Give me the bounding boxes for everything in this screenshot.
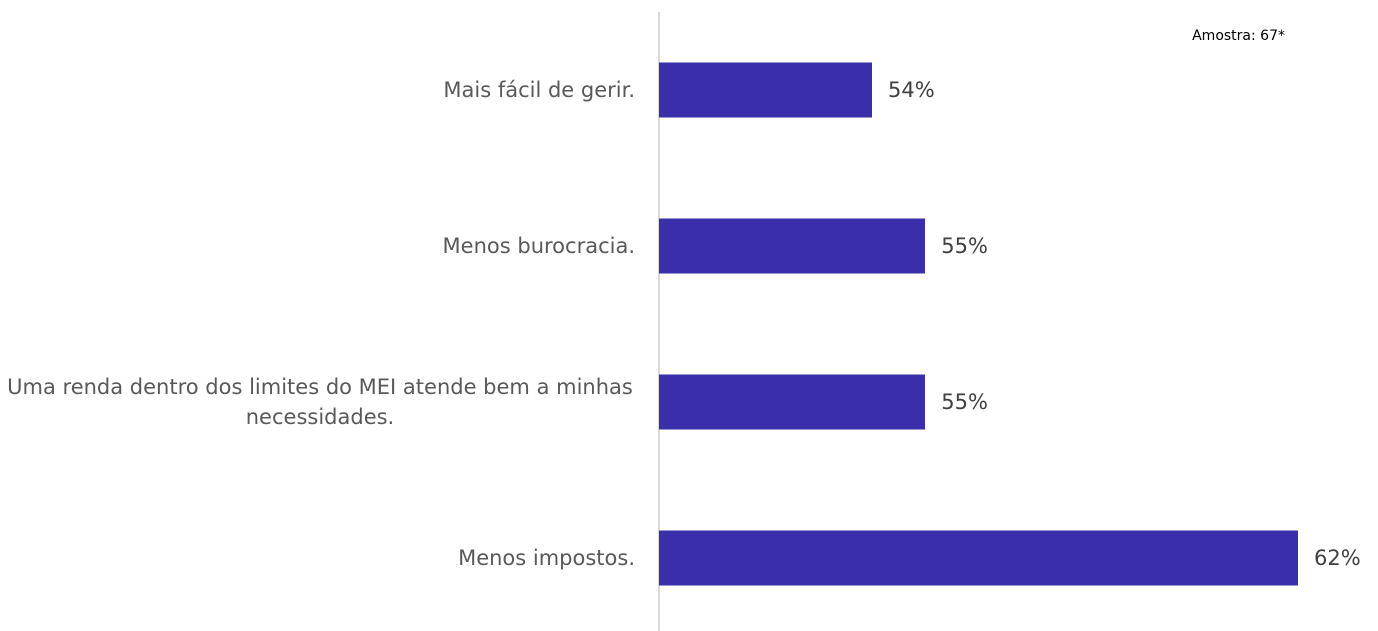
data-label: 54%: [888, 78, 935, 102]
bar: [659, 530, 1298, 586]
bar: [659, 62, 872, 118]
category-label: Menos impostos.: [458, 546, 635, 570]
annotation: Amostra: 67*: [1192, 28, 1285, 44]
axis-line: [658, 12, 660, 631]
data-label: 62%: [1314, 546, 1361, 570]
category-label: Menos burocracia.: [442, 234, 635, 258]
data-label: 55%: [941, 234, 988, 258]
bar: [659, 218, 926, 274]
data-label: 55%: [941, 390, 988, 414]
bar: [659, 374, 926, 430]
category-label: Mais fácil de gerir.: [443, 78, 635, 102]
category-label: Uma renda dentro dos limites do MEI aten…: [7, 375, 633, 429]
